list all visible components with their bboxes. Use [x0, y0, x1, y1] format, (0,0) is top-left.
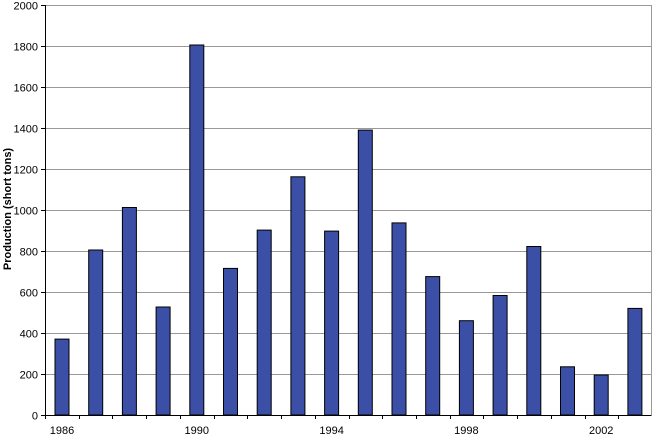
axes — [41, 5, 652, 419]
y-tick-label: 1000 — [14, 206, 38, 218]
y-tick-label: 800 — [20, 247, 38, 259]
bar-1996 — [391, 222, 407, 416]
bar-1986 — [54, 338, 70, 416]
bar-1998 — [458, 320, 474, 416]
x-tick-label: 1998 — [454, 425, 478, 437]
x-tick-label: 1990 — [185, 425, 209, 437]
x-tick-label: 2002 — [589, 425, 613, 437]
bar-2000 — [526, 246, 542, 416]
y-tick-label: 400 — [20, 329, 38, 341]
y-tick-labels: 0 200 400 600 800 1000 1200 1400 1600 1800 2000 — [14, 1, 38, 423]
bar-1991 — [223, 267, 238, 416]
bars — [54, 44, 643, 416]
y-tick-label: 600 — [20, 288, 38, 300]
bar-1989 — [155, 306, 171, 416]
x-tick-labels: 1986 1990 1994 1998 2002 — [50, 425, 614, 437]
y-tick-label: 1800 — [14, 42, 38, 54]
x-tick-label: 1994 — [319, 425, 343, 437]
y-tick-label: 1600 — [14, 83, 38, 95]
bar-1990 — [189, 44, 205, 416]
bar-1988 — [121, 207, 137, 416]
bar-1993 — [290, 176, 306, 416]
y-tick-label: 2000 — [14, 1, 38, 13]
y-tick-label: 1200 — [14, 165, 38, 177]
bar-2002 — [593, 374, 609, 416]
bar-1992 — [256, 229, 272, 416]
bar-1997 — [425, 276, 441, 416]
bar-1995 — [357, 129, 373, 416]
bar-1987 — [88, 249, 104, 416]
y-axis-label: Production (short tons) — [2, 148, 14, 271]
y-tick-label: 0 — [32, 411, 38, 423]
y-tick-label: 200 — [20, 370, 38, 382]
bar-2003 — [627, 307, 643, 416]
x-tick-label: 1986 — [50, 425, 74, 437]
bar-1994 — [324, 230, 340, 416]
bar-1999 — [492, 295, 508, 416]
y-tick-label: 1400 — [14, 124, 38, 136]
bar-2001 — [560, 366, 575, 416]
